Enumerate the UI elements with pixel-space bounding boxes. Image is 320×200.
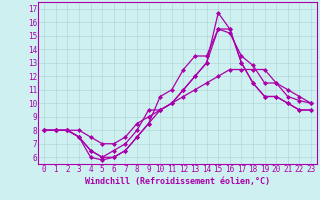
X-axis label: Windchill (Refroidissement éolien,°C): Windchill (Refroidissement éolien,°C) bbox=[85, 177, 270, 186]
